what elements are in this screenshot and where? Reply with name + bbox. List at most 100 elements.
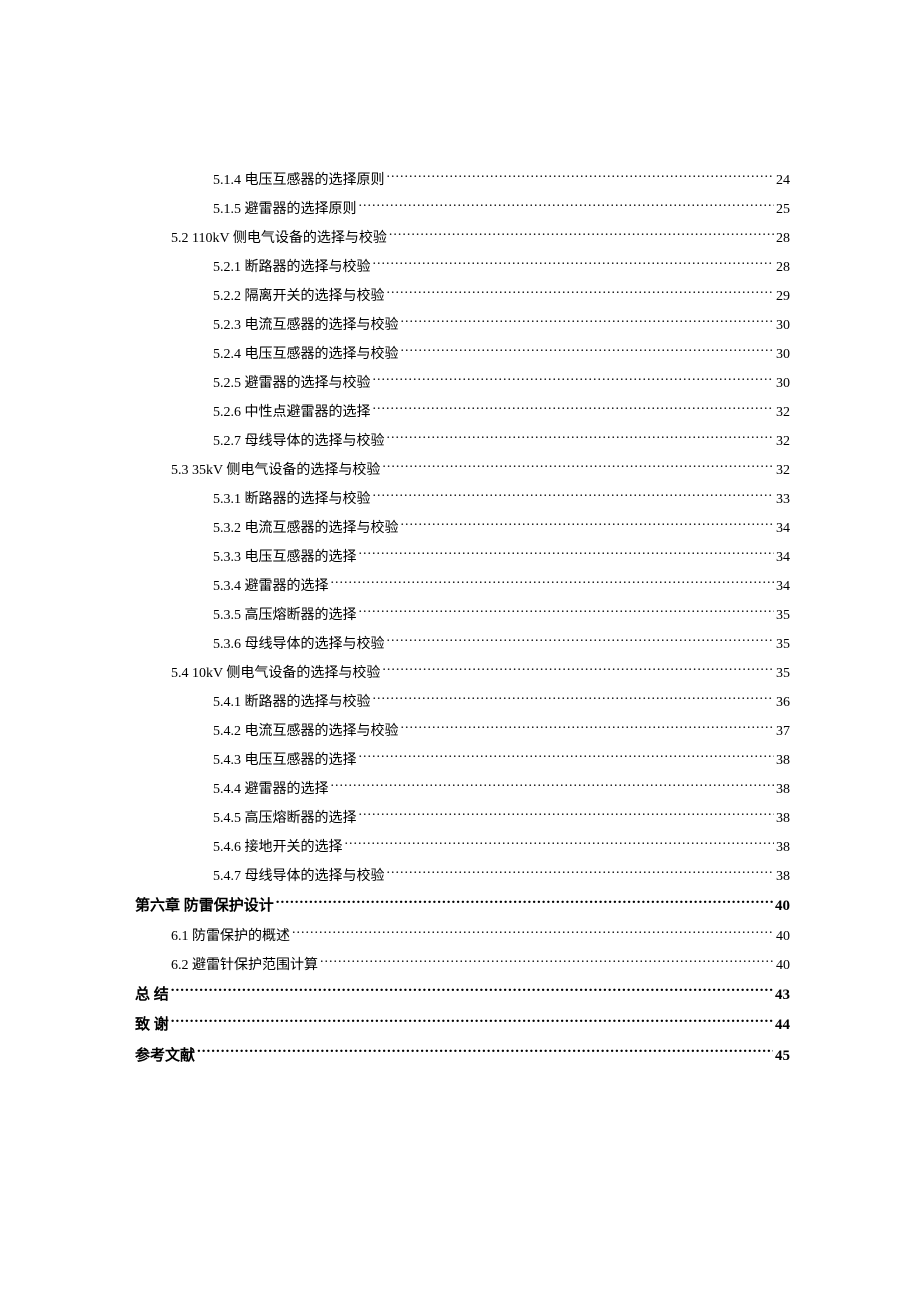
toc-leader-dots — [401, 518, 775, 532]
toc-leader-dots — [401, 721, 775, 735]
toc-leader-dots — [331, 779, 775, 793]
toc-entry-label: 5.2.1 断路器的选择与校验 — [213, 257, 371, 278]
toc-leader-dots — [382, 460, 774, 474]
toc-entry-label: 6.2 避雷针保护范围计算 — [171, 955, 318, 976]
toc-entry: 5.2.4 电压互感器的选择与校验 30 — [135, 344, 790, 365]
toc-entry: 参考文献 45 — [135, 1045, 790, 1068]
toc-leader-dots — [359, 199, 775, 213]
toc-entry-label: 第六章 防雷保护设计 — [135, 895, 274, 918]
toc-entry: 5.4.1 断路器的选择与校验 36 — [135, 692, 790, 713]
toc-leader-dots — [373, 692, 775, 706]
toc-leader-dots — [171, 984, 773, 999]
toc-entry-page: 36 — [776, 692, 790, 713]
toc-entry: 6.1 防雷保护的概述 40 — [135, 926, 790, 947]
toc-entry-page: 38 — [776, 779, 790, 800]
toc-entry-page: 32 — [776, 402, 790, 423]
toc-entry-page: 33 — [776, 489, 790, 510]
toc-entry-page: 38 — [776, 837, 790, 858]
toc-entry: 5.2 110kV 侧电气设备的选择与校验 28 — [135, 228, 790, 249]
toc-entry: 5.3.3 电压互感器的选择 34 — [135, 547, 790, 568]
toc-entry-page: 30 — [776, 344, 790, 365]
toc-entry-page: 29 — [776, 286, 790, 307]
toc-entry-label: 5.4.7 母线导体的选择与校验 — [213, 866, 385, 887]
toc-entry-page: 38 — [776, 808, 790, 829]
toc-entry: 5.4.7 母线导体的选择与校验 38 — [135, 866, 790, 887]
toc-entry-label: 5.4.1 断路器的选择与校验 — [213, 692, 371, 713]
table-of-contents: 5.1.4 电压互感器的选择原则245.1.5 避雷器的选择原则255.2 11… — [135, 170, 790, 1067]
toc-entry-label: 5.1.4 电压互感器的选择原则 — [213, 170, 385, 191]
toc-entry-page: 34 — [776, 547, 790, 568]
toc-entry-page: 32 — [776, 460, 790, 481]
toc-entry-page: 40 — [775, 895, 790, 918]
toc-entry-page: 28 — [776, 257, 790, 278]
toc-entry-label: 6.1 防雷保护的概述 — [171, 926, 290, 947]
toc-entry: 致 谢 44 — [135, 1014, 790, 1037]
toc-entry-page: 28 — [776, 228, 790, 249]
toc-leader-dots — [276, 895, 773, 910]
toc-entry-page: 30 — [776, 315, 790, 336]
toc-entry-label: 5.4.5 高压熔断器的选择 — [213, 808, 357, 829]
toc-entry-label: 5.3.6 母线导体的选择与校验 — [213, 634, 385, 655]
toc-entry: 5.1.5 避雷器的选择原则 25 — [135, 199, 790, 220]
toc-entry: 总 结43 — [135, 984, 790, 1007]
toc-entry: 5.2.3 电流互感器的选择与校验 30 — [135, 315, 790, 336]
toc-entry-label: 5.4.3 电压互感器的选择 — [213, 750, 357, 771]
toc-entry: 5.2.5 避雷器的选择与校验 30 — [135, 373, 790, 394]
toc-entry-page: 45 — [775, 1045, 790, 1068]
toc-entry-label: 5.4.4 避雷器的选择 — [213, 779, 329, 800]
toc-entry-page: 35 — [776, 605, 790, 626]
toc-leader-dots — [387, 634, 775, 648]
toc-entry-label: 5.3.5 高压熔断器的选择 — [213, 605, 357, 626]
toc-entry-label: 5.3.3 电压互感器的选择 — [213, 547, 357, 568]
toc-entry: 5.4.4 避雷器的选择 38 — [135, 779, 790, 800]
toc-entry-label: 5.2.4 电压互感器的选择与校验 — [213, 344, 399, 365]
toc-entry: 5.3.1 断路器的选择与校验 33 — [135, 489, 790, 510]
toc-entry-page: 40 — [776, 926, 790, 947]
toc-entry-label: 5.3.1 断路器的选择与校验 — [213, 489, 371, 510]
toc-entry: 5.2.6 中性点避雷器的选择32 — [135, 402, 790, 423]
toc-entry-page: 30 — [776, 373, 790, 394]
toc-leader-dots — [373, 402, 775, 416]
toc-leader-dots — [359, 605, 775, 619]
toc-entry-page: 38 — [776, 750, 790, 771]
toc-leader-dots — [373, 257, 775, 271]
toc-entry-page: 25 — [776, 199, 790, 220]
toc-entry-page: 34 — [776, 518, 790, 539]
toc-leader-dots — [389, 228, 774, 242]
toc-entry-label: 5.4.2 电流互感器的选择与校验 — [213, 721, 399, 742]
toc-entry: 5.3.4 避雷器的选择34 — [135, 576, 790, 597]
toc-entry: 5.4.6 接地开关的选择 38 — [135, 837, 790, 858]
toc-entry-page: 44 — [775, 1014, 790, 1037]
toc-entry-page: 40 — [776, 955, 790, 976]
toc-entry: 第六章 防雷保护设计 40 — [135, 895, 790, 918]
toc-entry-label: 致 谢 — [135, 1014, 169, 1037]
toc-entry-label: 5.2.5 避雷器的选择与校验 — [213, 373, 371, 394]
toc-entry-page: 38 — [776, 866, 790, 887]
toc-entry-label: 5.3.2 电流互感器的选择与校验 — [213, 518, 399, 539]
toc-entry: 5.4.5 高压熔断器的选择 38 — [135, 808, 790, 829]
toc-entry-label: 5.1.5 避雷器的选择原则 — [213, 199, 357, 220]
toc-entry-label: 5.2.2 隔离开关的选择与校验 — [213, 286, 385, 307]
toc-entry-label: 参考文献 — [135, 1045, 195, 1068]
toc-entry: 5.2.2 隔离开关的选择与校验 29 — [135, 286, 790, 307]
toc-leader-dots — [401, 315, 775, 329]
toc-entry-label: 5.3.4 避雷器的选择 — [213, 576, 329, 597]
toc-entry-label: 5.2.3 电流互感器的选择与校验 — [213, 315, 399, 336]
toc-entry-label: 5.4.6 接地开关的选择 — [213, 837, 343, 858]
toc-entry-label: 5.2 110kV 侧电气设备的选择与校验 — [171, 228, 387, 249]
toc-entry: 5.4 10kV 侧电气设备的选择与校验35 — [135, 663, 790, 684]
toc-leader-dots — [320, 955, 774, 969]
toc-entry: 5.3.2 电流互感器的选择与校验 34 — [135, 518, 790, 539]
toc-leader-dots — [387, 866, 775, 880]
toc-entry: 5.3.6 母线导体的选择与校验35 — [135, 634, 790, 655]
toc-entry-page: 35 — [776, 663, 790, 684]
toc-leader-dots — [359, 547, 775, 561]
toc-entry-label: 5.2.7 母线导体的选择与校验 — [213, 431, 385, 452]
toc-entry: 5.4.2 电流互感器的选择与校验37 — [135, 721, 790, 742]
toc-leader-dots — [387, 170, 775, 184]
toc-entry: 5.3.5 高压熔断器的选择 35 — [135, 605, 790, 626]
toc-entry: 6.2 避雷针保护范围计算 40 — [135, 955, 790, 976]
toc-leader-dots — [292, 926, 774, 940]
toc-entry: 5.2.7 母线导体的选择与校验32 — [135, 431, 790, 452]
toc-leader-dots — [331, 576, 775, 590]
